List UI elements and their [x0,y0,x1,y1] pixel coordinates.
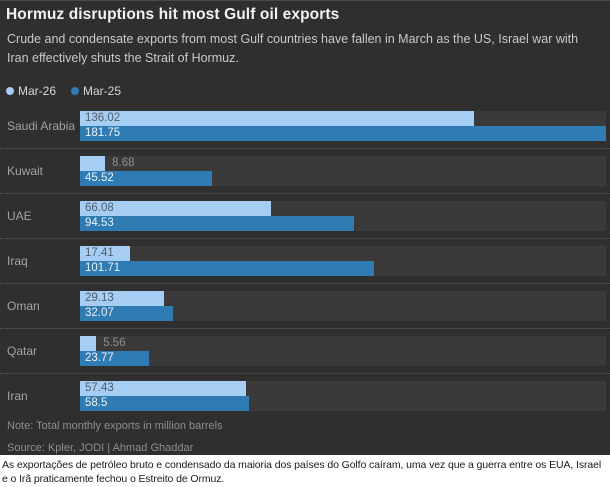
bar-slot-mar-26: 17.41 [80,246,606,261]
country-row: Saudi Arabia 136.02 181.75 [0,111,610,149]
bar-mar-26 [80,246,131,261]
bar-value-label: 58.5 [85,397,108,409]
country-row: Qatar 5.56 23.77 [0,336,610,374]
bar-value-label: 66.08 [85,202,114,214]
chart-panel: Hormuz disruptions hit most Gulf oil exp… [0,0,610,455]
country-row: Iraq 17.41 101.71 [0,246,610,284]
bar-slot-mar-25: 181.75 [80,126,606,141]
bar-mar-25 [80,126,606,141]
bar-slot-mar-26: 136.02 [80,111,606,126]
bar-value-label: 5.56 [103,337,126,349]
bar-mar-25 [80,261,375,276]
bar-chart: Saudi Arabia 136.02 181.75 Kuwait 8.68 45.52 U… [0,111,610,411]
country-label: Kuwait [7,164,44,178]
caption-text: As exportações de petróleo bruto e conde… [2,459,602,485]
bar-value-label: 181.75 [85,127,121,139]
legend-item-mar-26: Mar-26 [6,84,56,98]
bar-mar-26 [80,156,106,171]
bar-value-label: 17.41 [85,247,114,259]
legend-label: Mar-25 [83,84,122,98]
bar-track: 8.68 45.52 [80,156,606,186]
legend-dot-icon [71,87,80,95]
bar-mar-26 [80,291,165,306]
bar-slot-mar-25: 94.53 [80,216,606,231]
bar-track: 57.43 58.5 [80,381,606,411]
source-text: Source: Kpler, JODI | Ahmad Ghaddar [7,442,194,454]
bar-slot-mar-26: 66.08 [80,201,606,216]
bar-mar-26 [80,381,247,396]
bar-mar-26 [80,201,272,216]
bar-slot-mar-25: 23.77 [80,351,606,366]
bar-value-label: 94.53 [85,217,114,229]
bar-value-label: 101.71 [85,262,121,274]
country-label: UAE [7,209,32,223]
bar-mar-25 [80,396,250,411]
bar-mar-26 [80,336,97,351]
bar-value-label: 57.43 [85,382,114,394]
bar-slot-mar-25: 45.52 [80,171,606,186]
bar-value-label: 32.07 [85,307,114,319]
chart-title: Hormuz disruptions hit most Gulf oil exp… [6,6,340,23]
bar-value-label: 8.68 [112,157,135,169]
bar-track: 17.41 101.71 [80,246,606,276]
bar-slot-mar-25: 58.5 [80,396,606,411]
bar-track: 136.02 181.75 [80,111,606,141]
bar-value-label: 45.52 [85,172,114,184]
bar-value-label: 23.77 [85,352,114,364]
bar-value-label: 29.13 [85,292,114,304]
legend-dot-icon [6,87,14,95]
bar-track: 5.56 23.77 [80,336,606,366]
bar-slot-mar-26: 29.13 [80,291,606,306]
bar-mar-25 [80,306,173,321]
country-row: UAE 66.08 94.53 [0,201,610,239]
country-label: Iran [7,389,28,403]
country-row: Oman 29.13 32.07 [0,291,610,329]
country-row: Kuwait 8.68 45.52 [0,156,610,194]
legend-item-mar-25: Mar-25 [71,84,121,98]
legend-label: Mar-26 [18,84,57,98]
bar-track: 29.13 32.07 [80,291,606,321]
bar-slot-mar-26: 5.56 [80,336,606,351]
note-text: Note: Total monthly exports in million b… [7,420,223,432]
bar-mar-26 [80,111,474,126]
bar-track: 66.08 94.53 [80,201,606,231]
chart-legend: Mar-26 Mar-25 [6,84,121,98]
country-label: Qatar [7,344,38,358]
bar-slot-mar-25: 101.71 [80,261,606,276]
bar-mar-25 [80,351,149,366]
bar-slot-mar-26: 8.68 [80,156,606,171]
chart-subtitle: Crude and condensate exports from most G… [7,32,579,65]
country-row: Iran 57.43 58.5 [0,381,610,411]
bar-mar-25 [80,216,354,231]
country-label: Iraq [7,254,28,268]
bar-slot-mar-25: 32.07 [80,306,606,321]
bar-slot-mar-26: 57.43 [80,381,606,396]
country-label: Oman [7,299,40,313]
bar-value-label: 136.02 [85,112,121,124]
country-label: Saudi Arabia [7,119,76,133]
bar-mar-25 [80,171,212,186]
